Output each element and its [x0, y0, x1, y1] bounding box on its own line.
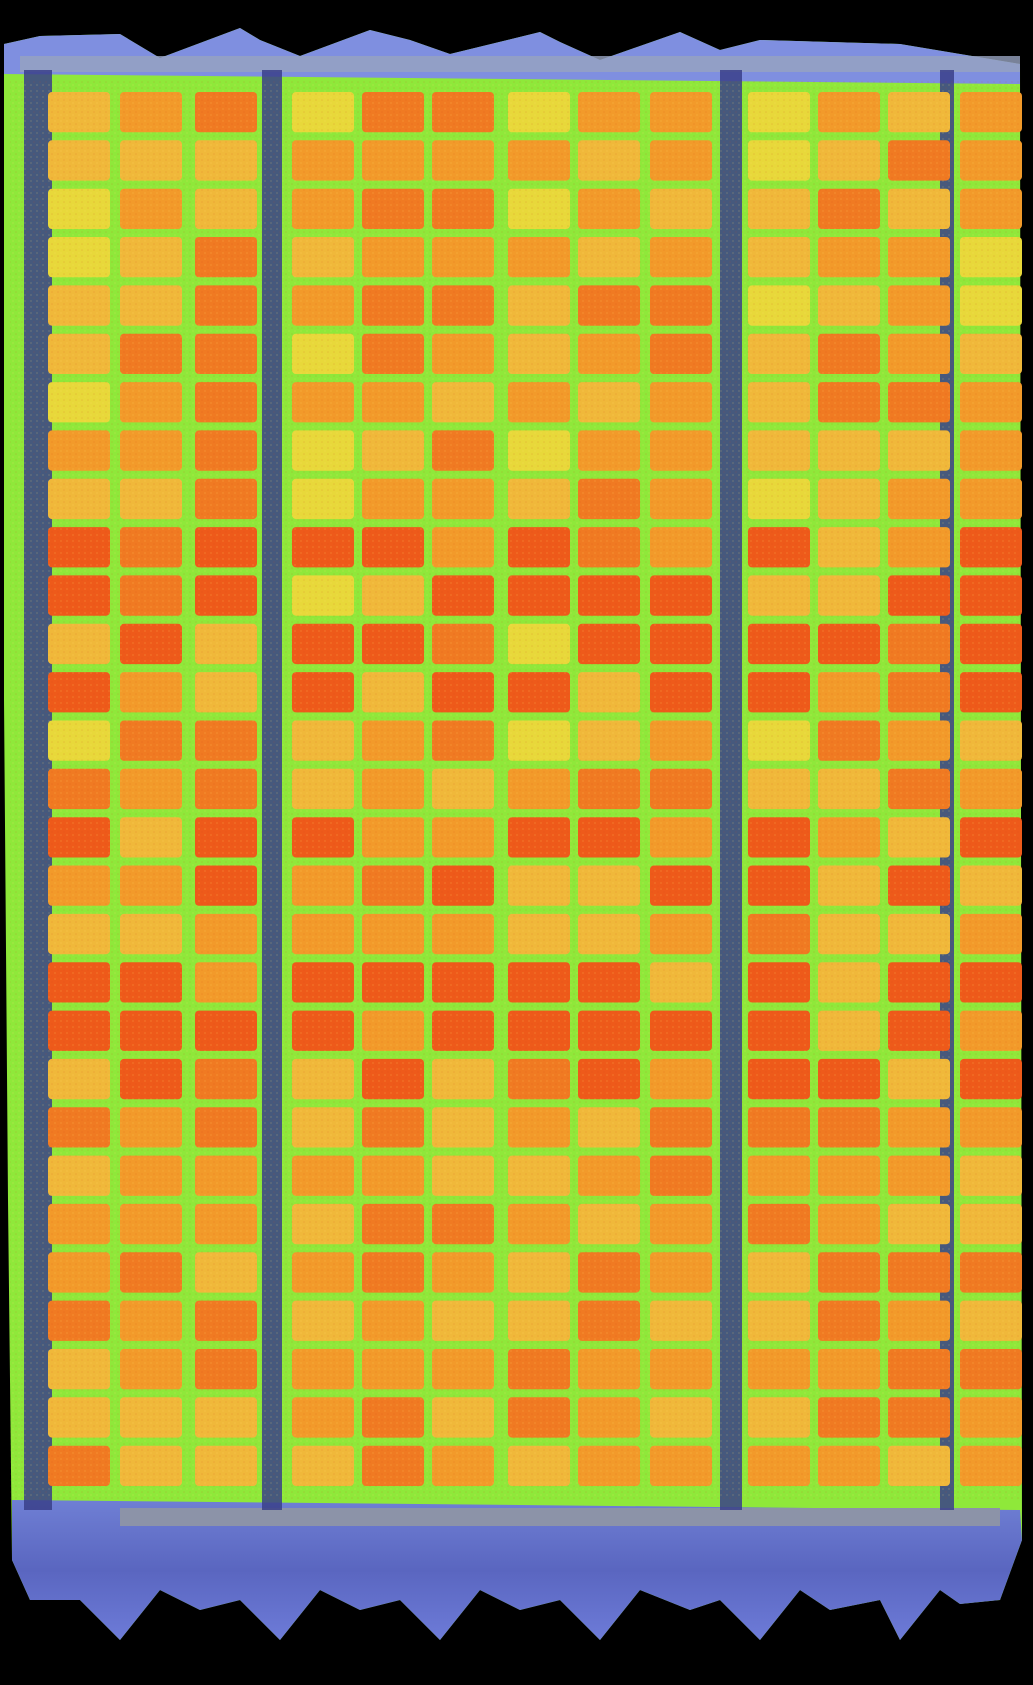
texture-overlay: [10, 80, 1020, 1500]
bottom-soil-band: [12, 1500, 1022, 1640]
top-road: [20, 56, 1020, 72]
bottom-road: [120, 1508, 1000, 1526]
